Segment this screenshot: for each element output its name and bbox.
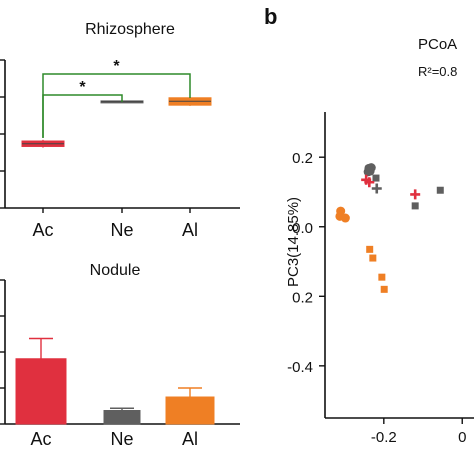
pcoa-plot-area: 0.2 0.0 0.2 -0.4 -0.2 0	[287, 112, 474, 446]
rhizosphere-x-tick-label: Ne	[110, 220, 133, 240]
pcoa-y-tick-label: -0.4	[287, 359, 313, 376]
pcoa-point-Ne-square	[436, 186, 444, 194]
pcoa-annotation: R²=0.8	[418, 64, 457, 79]
significance-star: *	[113, 58, 120, 75]
significance-star: *	[79, 79, 86, 96]
pcoa-point-Al-circle	[340, 213, 350, 223]
pcoa-panel: b PCoA R²=0.8 PC3(14.85%) 0.2 0.0 0.2 -0.4 -…	[264, 4, 474, 446]
nodule-panel: Nodule Ac Ne Al	[0, 262, 240, 449]
pcoa-x-tick-label: -0.2	[371, 429, 397, 446]
pcoa-point-Ac-plus	[364, 177, 375, 188]
pcoa-point-Al-square	[369, 254, 377, 262]
pcoa-point-Al-square	[366, 245, 374, 253]
nodule-x-tick-label: Ne	[110, 429, 133, 449]
pcoa-point-Ne-square	[411, 202, 419, 210]
pcoa-x-tick-label: 0	[458, 429, 466, 446]
pcoa-y-axis-label: PC3(14.85%)	[285, 197, 302, 287]
significance-bracket	[42, 73, 191, 138]
pcoa-point-Al-square	[380, 285, 388, 293]
nodule-bar-Ac	[15, 358, 67, 425]
pcoa-title: PCoA	[418, 36, 457, 53]
nodule-plot-area: Ac Ne Al	[0, 279, 240, 449]
rhizosphere-x-tick-label: Al	[182, 220, 198, 240]
nodule-x-tick-label: Ac	[30, 429, 51, 449]
pcoa-y-tick-label: 0.0	[292, 220, 313, 237]
pcoa-y-tick-label: 0.2	[292, 289, 313, 306]
rhizosphere-title: Rhizosphere	[85, 21, 175, 38]
pcoa-point-Ac-plus	[410, 189, 421, 200]
pcoa-point-Ne-circle	[365, 166, 375, 176]
panel-b-label: b	[264, 4, 277, 29]
nodule-bar-Ne	[103, 410, 141, 425]
nodule-title: Nodule	[90, 262, 141, 279]
rhizosphere-x-tick-label: Ac	[32, 220, 53, 240]
pcoa-point-Ne-plus	[371, 183, 382, 194]
rhizosphere-panel: Rhizosphere Ac Ne Al * *	[0, 21, 240, 240]
pcoa-y-tick-label: 0.2	[292, 150, 313, 167]
nodule-x-tick-label: Al	[182, 429, 198, 449]
nodule-bar-Al	[165, 396, 215, 425]
pcoa-point-Ne-square	[372, 174, 380, 182]
pcoa-point-Al-square	[378, 273, 386, 281]
rhizosphere-plot-area: Ac Ne Al * *	[0, 58, 240, 240]
